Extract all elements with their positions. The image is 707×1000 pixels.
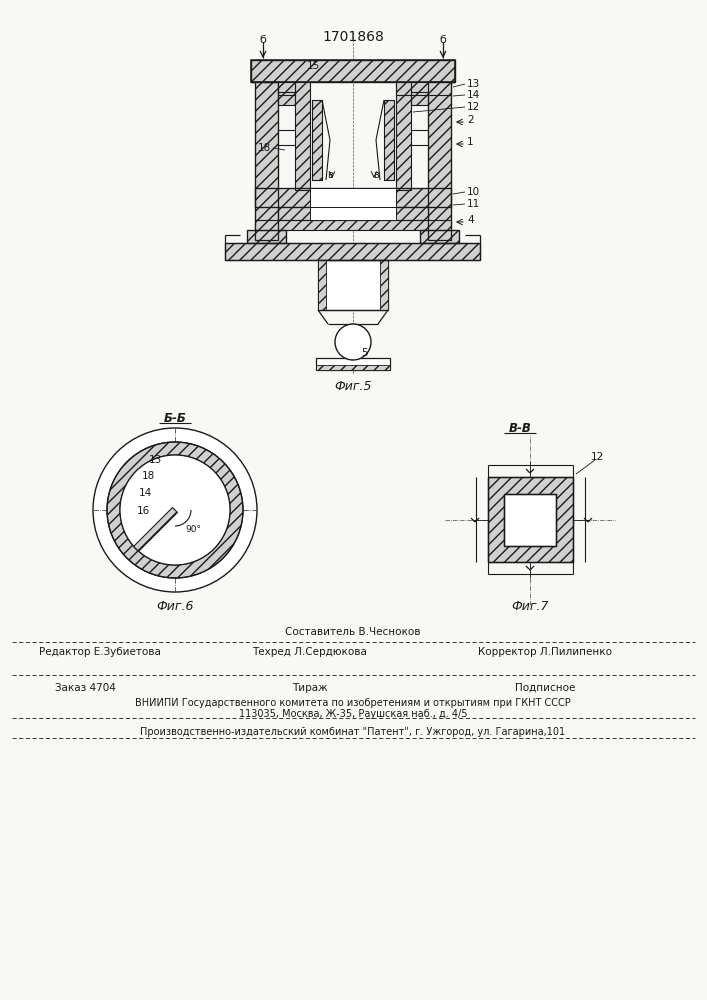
Bar <box>278 92 295 105</box>
Text: 12: 12 <box>590 452 604 462</box>
Bar <box>384 100 394 180</box>
Text: Производственно-издательский комбинат "Патент", г. Ужгород, ул. Гагарина,101: Производственно-издательский комбинат "П… <box>141 727 566 737</box>
Bar <box>251 60 455 82</box>
Bar <box>247 230 286 243</box>
Text: в: в <box>327 170 333 180</box>
Bar <box>255 188 451 207</box>
Bar <box>318 260 326 310</box>
Text: 10: 10 <box>467 187 480 197</box>
Text: б: б <box>440 35 446 45</box>
Text: 2: 2 <box>467 115 474 125</box>
Bar <box>396 82 451 95</box>
Bar <box>316 358 390 370</box>
Circle shape <box>120 455 230 565</box>
Text: 16: 16 <box>136 506 150 516</box>
Bar <box>295 82 310 190</box>
Text: Редактор Е.Зубиетова: Редактор Е.Зубиетова <box>39 647 161 657</box>
Bar <box>278 82 295 95</box>
Bar <box>278 207 428 220</box>
Bar <box>278 92 295 105</box>
Bar <box>251 60 455 82</box>
Text: 13: 13 <box>467 79 480 89</box>
Bar <box>278 207 428 220</box>
Bar <box>428 82 451 240</box>
Text: 1: 1 <box>467 137 474 147</box>
Bar <box>225 243 480 260</box>
Text: 90°: 90° <box>185 526 201 534</box>
Bar <box>411 92 428 105</box>
Text: 11: 11 <box>467 199 480 209</box>
Bar <box>310 207 396 220</box>
Text: Фиг.5: Фиг.5 <box>334 379 372 392</box>
Text: 13: 13 <box>148 455 162 465</box>
Text: 1701868: 1701868 <box>322 30 384 44</box>
Text: 14: 14 <box>467 90 480 100</box>
Bar <box>255 82 278 240</box>
Text: 12: 12 <box>467 102 480 112</box>
Bar <box>255 82 278 240</box>
Circle shape <box>335 324 371 360</box>
Text: Подписное: Подписное <box>515 683 575 693</box>
Bar <box>318 260 388 310</box>
Bar <box>380 260 388 310</box>
Text: ВНИИПИ Государственного комитета по изобретениям и открытиям при ГКНТ СССР: ВНИИПИ Государственного комитета по изоб… <box>135 698 571 708</box>
Bar <box>255 220 451 230</box>
Bar <box>488 477 573 562</box>
Bar <box>504 494 556 546</box>
Text: 4: 4 <box>467 215 474 225</box>
Text: Техред Л.Сердюкова: Техред Л.Сердюкова <box>252 647 368 657</box>
Text: б: б <box>259 35 267 45</box>
Bar <box>420 230 459 243</box>
Text: 18: 18 <box>141 471 155 481</box>
Text: Корректор Л.Пилипенко: Корректор Л.Пилипенко <box>478 647 612 657</box>
Bar <box>225 243 480 260</box>
Bar <box>312 100 322 180</box>
Bar <box>396 82 451 95</box>
Text: Заказ 4704: Заказ 4704 <box>55 683 116 693</box>
Bar <box>247 230 286 243</box>
Text: 15: 15 <box>306 61 320 71</box>
Text: В-В: В-В <box>508 422 532 434</box>
Bar <box>411 92 428 105</box>
Text: 18: 18 <box>258 143 271 153</box>
Bar <box>310 188 396 207</box>
Bar <box>428 82 451 240</box>
Bar <box>278 82 295 95</box>
Bar <box>312 100 322 180</box>
Bar <box>255 220 451 230</box>
Bar <box>384 100 394 180</box>
Text: 5: 5 <box>362 348 368 358</box>
Bar <box>295 82 310 190</box>
Text: 113035, Москва, Ж-35, Раушская наб., д. 4/5: 113035, Москва, Ж-35, Раушская наб., д. … <box>239 709 467 719</box>
Bar <box>255 188 451 207</box>
Bar <box>504 494 556 546</box>
Bar <box>316 365 390 370</box>
Text: Тираж: Тираж <box>292 683 328 693</box>
Text: Фиг.6: Фиг.6 <box>156 600 194 613</box>
Text: в: в <box>373 170 379 180</box>
Text: Фиг.7: Фиг.7 <box>511 600 549 613</box>
Bar <box>396 82 411 190</box>
Text: 14: 14 <box>139 488 151 498</box>
Circle shape <box>93 428 257 592</box>
Bar <box>396 82 411 190</box>
Bar <box>488 477 573 562</box>
Text: Составитель В.Чесноков: Составитель В.Чесноков <box>285 627 421 637</box>
Bar <box>420 230 459 243</box>
Text: Б-Б: Б-Б <box>163 412 187 424</box>
Polygon shape <box>134 508 177 551</box>
